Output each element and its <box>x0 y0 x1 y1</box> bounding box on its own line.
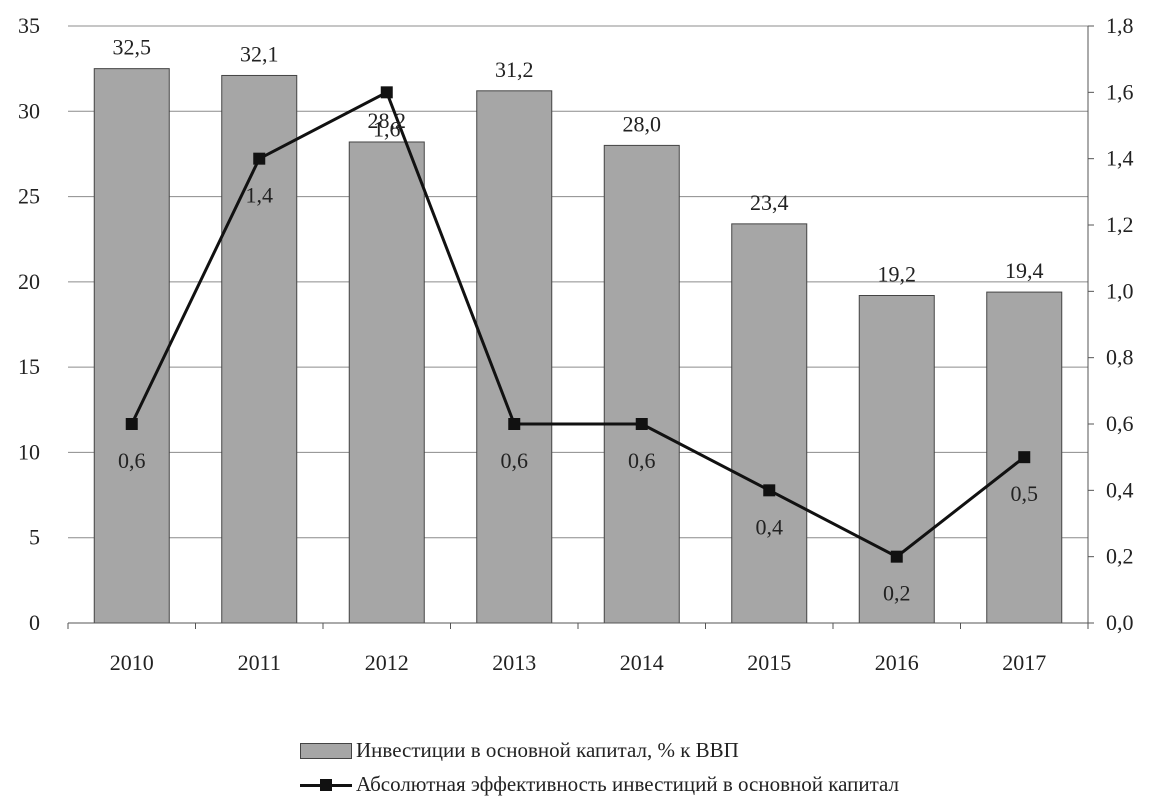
y-left-tick-label: 20 <box>18 269 40 294</box>
x-tick-label: 2013 <box>492 650 536 675</box>
y-right-tick-label: 0,0 <box>1106 610 1134 635</box>
bar-data-label: 28,0 <box>623 111 662 136</box>
line-data-label: 0,4 <box>756 514 784 539</box>
y-left-tick-label: 35 <box>18 13 40 38</box>
line-series <box>125 86 1031 563</box>
x-tick-label: 2012 <box>365 650 409 675</box>
bar-data-label: 19,2 <box>878 262 917 287</box>
bar <box>731 223 808 624</box>
line-data-label: 0,6 <box>501 448 529 473</box>
line-data-label: 1,4 <box>246 183 274 208</box>
bar <box>348 141 425 624</box>
y-right-tick-label: 1,2 <box>1106 212 1134 237</box>
bar <box>858 295 935 624</box>
y-left-tick-label: 15 <box>18 354 40 379</box>
line-marker <box>125 418 138 430</box>
bar-data-label: 32,5 <box>113 35 152 60</box>
line-marker <box>1018 451 1031 464</box>
gridlines <box>68 25 1088 539</box>
x-tick-label: 2010 <box>110 650 154 675</box>
y-left-tick-label: 10 <box>18 439 40 464</box>
bar <box>603 144 680 624</box>
bar-data-label: 31,2 <box>495 57 534 82</box>
y-right-tick-label: 1,4 <box>1106 146 1134 171</box>
bar-data-label: 28,2 <box>368 108 407 133</box>
y-right-tick-label: 1,6 <box>1106 79 1134 104</box>
legend-item-bars: Инвестиции в основной капитал, % к ВВП <box>300 738 739 763</box>
bar-data-label: 19,4 <box>1005 258 1044 283</box>
line-data-label: 0,6 <box>118 448 146 473</box>
line-data-label: 0,6 <box>628 448 656 473</box>
line-marker <box>508 418 521 430</box>
data-labels: 32,5 32,1 28,2 31,2 28,0 23,4 19,2 19,4 0,6 1,4 1,… <box>113 35 1044 606</box>
y-right-tick-label: 0,2 <box>1106 544 1134 569</box>
line-data-label: 0,5 <box>1011 481 1039 506</box>
line-data-label: 1,6 <box>373 116 401 141</box>
y-right-tick-label: 0,4 <box>1106 477 1134 502</box>
line-marker <box>890 550 903 563</box>
line-data-label: 0,2 <box>883 581 911 606</box>
y-right-tick-label: 1,8 <box>1106 13 1134 38</box>
y-right-tick-label: 1,0 <box>1106 278 1134 303</box>
x-tick-label: 2016 <box>875 650 919 675</box>
x-tick-label: 2014 <box>620 650 664 675</box>
legend-line-swatch <box>300 777 352 793</box>
line-path <box>130 90 1026 559</box>
bar <box>93 68 170 624</box>
y-left-tick-label: 5 <box>29 525 40 550</box>
legend-item-line: Абсолютная эффективность инвестиций в ос… <box>300 772 899 797</box>
y-left-tick-label: 0 <box>29 610 40 635</box>
legend-bar-label: Инвестиции в основной капитал, % к ВВП <box>356 738 739 762</box>
y-right-tick-label: 0,8 <box>1106 345 1134 370</box>
legend-bar-swatch <box>300 742 352 759</box>
bar-data-label: 23,4 <box>750 190 789 215</box>
x-tick-label: 2015 <box>747 650 791 675</box>
x-tick-label: 2017 <box>1002 650 1046 675</box>
x-tick-label: 2011 <box>238 650 281 675</box>
line-marker <box>253 152 266 165</box>
y-left-tick-label: 25 <box>18 184 40 209</box>
bar-data-label: 32,1 <box>240 41 279 66</box>
line-marker <box>763 484 776 497</box>
y-right-tick-label: 0,6 <box>1106 411 1134 436</box>
legend-line-label: Абсолютная эффективность инвестиций в ос… <box>356 772 900 796</box>
bar <box>221 74 298 624</box>
line-marker <box>380 86 393 99</box>
y-left-tick-label: 30 <box>18 98 40 123</box>
axes: 0 5 10 15 20 25 30 35 0,0 0,2 0,4 0,6 0,8 1,0 1,2 1,4 1,… <box>18 13 1134 675</box>
line-marker <box>635 418 648 430</box>
